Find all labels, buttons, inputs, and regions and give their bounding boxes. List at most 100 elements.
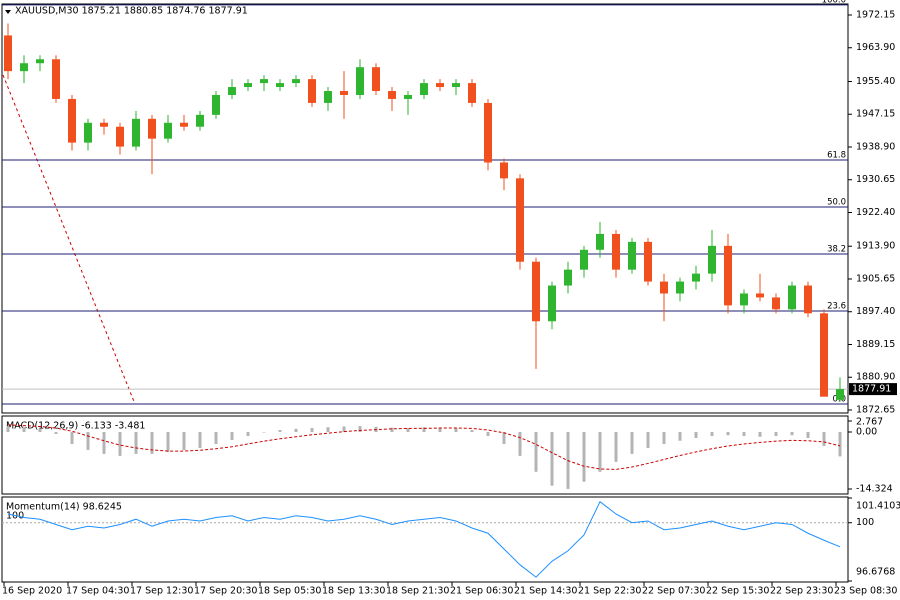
candle-body bbox=[276, 83, 284, 88]
candle-body bbox=[740, 293, 748, 306]
macd-bar bbox=[166, 432, 170, 452]
candle-body bbox=[52, 59, 60, 99]
fib-label: 50.0 bbox=[827, 197, 846, 207]
candle-body bbox=[564, 269, 572, 286]
candle-body bbox=[772, 297, 780, 310]
macd-bar bbox=[758, 432, 762, 437]
x-tick-label: 23 Sep 08:30 bbox=[834, 586, 897, 597]
macd-bar bbox=[806, 432, 810, 438]
candle-body bbox=[708, 245, 716, 274]
macd-bar bbox=[422, 427, 426, 433]
candle-body bbox=[676, 281, 684, 294]
candle-body bbox=[356, 67, 364, 95]
candle-body bbox=[4, 35, 12, 72]
candle-body bbox=[116, 126, 124, 147]
macd-bar bbox=[390, 427, 394, 433]
y-tick-label: 2.767 bbox=[856, 417, 883, 428]
candle-body bbox=[724, 245, 732, 306]
candle-body bbox=[596, 233, 604, 250]
main-title: XAUUSD,M30 1875.21 1880.85 1874.76 1877.… bbox=[15, 6, 248, 17]
macd-bar bbox=[294, 428, 298, 433]
macd-bar bbox=[726, 432, 730, 436]
candle-body bbox=[180, 122, 188, 127]
x-tick-label: 21 Sep 22:30 bbox=[578, 586, 641, 597]
candle-body bbox=[468, 83, 476, 103]
fib-label: 61.8 bbox=[827, 150, 846, 160]
macd-bar bbox=[150, 432, 154, 454]
candle-body bbox=[420, 83, 428, 95]
y-tick-label: 1913.90 bbox=[856, 241, 895, 252]
macd-bar bbox=[454, 428, 458, 433]
candle-body bbox=[836, 389, 844, 400]
macd-bar bbox=[182, 432, 186, 450]
candle-body bbox=[500, 162, 508, 179]
candle-body bbox=[340, 91, 348, 95]
macd-bar bbox=[534, 432, 538, 472]
x-tick-label: 22 Sep 15:30 bbox=[706, 586, 769, 597]
fib-label: 100.0 bbox=[822, 0, 846, 5]
candle-body bbox=[452, 83, 460, 88]
x-tick-label: 18 Sep 21:30 bbox=[386, 586, 449, 597]
candle-body bbox=[820, 313, 828, 397]
candle-body bbox=[372, 67, 380, 92]
y-tick-label: 1930.65 bbox=[856, 174, 895, 185]
candle-body bbox=[84, 122, 92, 143]
fib-label: 23.6 bbox=[827, 301, 846, 311]
macd-bar bbox=[134, 432, 138, 454]
candle-body bbox=[292, 79, 300, 84]
macd-bar bbox=[662, 432, 666, 444]
candle-body bbox=[532, 261, 540, 322]
y-tick-label: 1880.90 bbox=[856, 372, 895, 383]
macd-bar bbox=[694, 432, 698, 438]
macd-bar bbox=[646, 432, 650, 448]
macd-signal bbox=[7, 424, 841, 470]
macd-bar bbox=[678, 432, 682, 441]
candle-body bbox=[804, 285, 812, 314]
macd-bar bbox=[790, 432, 794, 436]
y-tick-label: 1947.15 bbox=[856, 109, 895, 120]
menu-arrow bbox=[5, 10, 11, 14]
macd-bar bbox=[246, 432, 250, 436]
y-tick-label: 1872.65 bbox=[856, 404, 895, 415]
candle-body bbox=[436, 83, 444, 88]
y-tick-label: 1922.40 bbox=[856, 207, 895, 218]
x-tick-label: 18 Sep 13:30 bbox=[322, 586, 385, 597]
candle-body bbox=[260, 79, 268, 84]
macd-bar bbox=[6, 426, 10, 433]
candle-body bbox=[580, 249, 588, 270]
last-price-label: 1877.91 bbox=[852, 384, 891, 395]
x-tick-label: 21 Sep 14:30 bbox=[514, 586, 577, 597]
candle-body bbox=[788, 285, 796, 310]
candle-body bbox=[100, 122, 108, 127]
candle-body bbox=[388, 91, 396, 99]
macd-bar bbox=[742, 432, 746, 436]
fibo-trendline bbox=[2, 74, 136, 405]
x-tick-label: 21 Sep 06:30 bbox=[450, 586, 513, 597]
y-tick-label: 1955.40 bbox=[856, 76, 895, 87]
macd-bar bbox=[710, 432, 714, 436]
fib-label: 38.2 bbox=[827, 244, 846, 254]
macd-bar bbox=[582, 432, 586, 482]
candle-body bbox=[660, 281, 668, 294]
candle-body bbox=[212, 94, 220, 115]
x-tick-label: 17 Sep 20:30 bbox=[194, 586, 257, 597]
last-price-box bbox=[849, 383, 897, 396]
macd-bar bbox=[406, 428, 410, 433]
macd-bar bbox=[230, 432, 234, 440]
macd-bar bbox=[470, 430, 474, 433]
y-tick-label: 101.4103 bbox=[856, 501, 900, 512]
x-tick-label: 16 Sep 2020 bbox=[2, 586, 62, 597]
y-tick-label: 1938.90 bbox=[856, 141, 895, 152]
macd-bar bbox=[822, 432, 826, 446]
y-tick-label: 1897.40 bbox=[856, 306, 895, 317]
candle-body bbox=[20, 63, 28, 72]
macd-bar bbox=[70, 432, 74, 444]
y-tick-label: 96.6768 bbox=[856, 567, 895, 578]
macd-bar bbox=[198, 432, 202, 448]
x-tick-label: 22 Sep 23:30 bbox=[770, 586, 833, 597]
momentum-line bbox=[7, 500, 841, 578]
macd-bar bbox=[326, 427, 330, 433]
candle-body bbox=[132, 118, 140, 147]
